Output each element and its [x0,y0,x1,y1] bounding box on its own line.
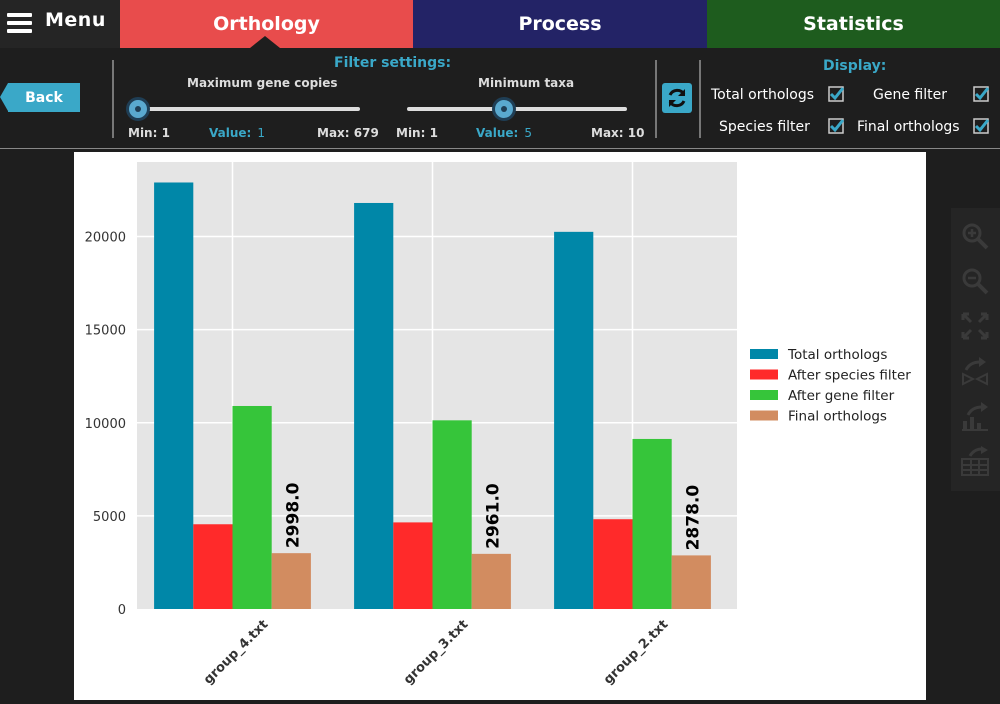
bar-chart: 2998.0 group_4.txt 2961.0 group_3.txt 2878.0… [85,162,911,688]
bar-value-label: 2998.0 [283,482,303,548]
divider [112,60,114,138]
bar-after-species-filter [593,519,633,609]
gene-copies-min: Min: 1 [128,126,170,140]
bar-value-label: 2878.0 [683,485,703,551]
hamburger-icon [7,13,32,33]
bar-final-orthologs [471,553,511,609]
x-tick-label: group_3.txt [401,617,471,687]
min-taxa-max: Max: 10 [591,126,645,140]
zoom-in-icon[interactable] [960,221,990,251]
legend-label: After species filter [788,368,911,384]
active-tab-indicator [250,36,280,48]
y-tick-label: 15000 [85,324,126,339]
chart-panel: 2998.0 group_4.txt 2961.0 group_3.txt 2878.0… [74,152,926,700]
divider [699,60,701,138]
divider [655,60,657,138]
back-button[interactable]: Back [0,83,80,112]
min-taxa-value: Value: 5 [476,126,532,140]
gene-filter-checkbox[interactable] [973,86,989,102]
y-tick-label: 20000 [85,231,126,246]
filter-settings-title: Filter settings: [334,55,452,71]
total-orthologs-label: Total orthologs [711,87,815,103]
gene-copies-max: Max: 679 [317,126,379,140]
gene-filter-label: Gene filter [873,87,947,103]
menu-button[interactable]: Menu [0,0,120,48]
top-nav: Menu Orthology Process Statistics [0,0,1000,48]
legend-swatch [750,369,778,380]
fit-icon[interactable] [960,311,990,341]
gene-copies-title: Maximum gene copies [187,76,338,90]
toolbar-divider [0,148,1000,149]
legend-label: Total orthologs [787,347,887,363]
menu-label: Menu [45,9,106,31]
gene-copies-slider-track[interactable] [130,107,360,111]
legend-label: Final orthologs [788,409,887,425]
bar-after-species-filter [193,524,233,609]
tab-orthology[interactable]: Orthology [120,0,413,48]
total-orthologs-checkbox[interactable] [828,86,844,102]
bar-after-species-filter [393,522,433,609]
bar-after-gene-filter [632,438,672,609]
legend-label: After gene filter [788,388,895,404]
tab-statistics-label: Statistics [803,13,904,35]
zoom-out-icon[interactable] [960,266,990,296]
bar-final-orthologs [271,553,311,609]
legend-swatch [750,349,778,359]
refresh-icon [668,88,686,108]
tab-process-label: Process [518,13,602,35]
species-filter-label: Species filter [719,119,810,135]
final-orthologs-label: Final orthologs [857,119,960,135]
bar-total-orthologs [554,231,594,609]
rotate-icon[interactable] [960,356,990,386]
gene-copies-slider-handle[interactable] [126,97,150,121]
bar-value-label: 2961.0 [483,483,503,549]
display-title: Display: [823,58,887,74]
gene-copies-value: Value: 1 [209,126,265,140]
export-chart-icon[interactable] [960,401,990,431]
filter-toolbar: Back Filter settings: Maximum gene copie… [0,48,1000,148]
bar-after-gene-filter [232,405,272,609]
x-tick-label: group_2.txt [601,617,671,687]
min-taxa-min: Min: 1 [396,126,438,140]
y-tick-label: 0 [118,603,126,618]
min-taxa-slider-track[interactable] [407,107,627,111]
legend-swatch [750,410,778,421]
y-tick-label: 5000 [93,510,126,525]
export-table-icon[interactable] [960,446,990,476]
refresh-button[interactable] [662,83,692,113]
bar-total-orthologs [154,182,194,610]
bar-final-orthologs [671,555,711,609]
x-tick-label: group_4.txt [201,617,271,687]
tab-orthology-label: Orthology [213,13,320,35]
y-tick-label: 10000 [85,417,126,432]
legend-swatch [750,390,778,400]
side-toolbar [951,208,1000,491]
bar-after-gene-filter [432,420,472,609]
bar-total-orthologs [354,202,394,609]
species-filter-checkbox[interactable] [828,118,844,134]
tab-process[interactable]: Process [413,0,707,48]
min-taxa-slider-handle[interactable] [492,97,516,121]
final-orthologs-checkbox[interactable] [973,118,989,134]
min-taxa-title: Minimum taxa [478,76,575,90]
tab-statistics[interactable]: Statistics [707,0,1000,48]
